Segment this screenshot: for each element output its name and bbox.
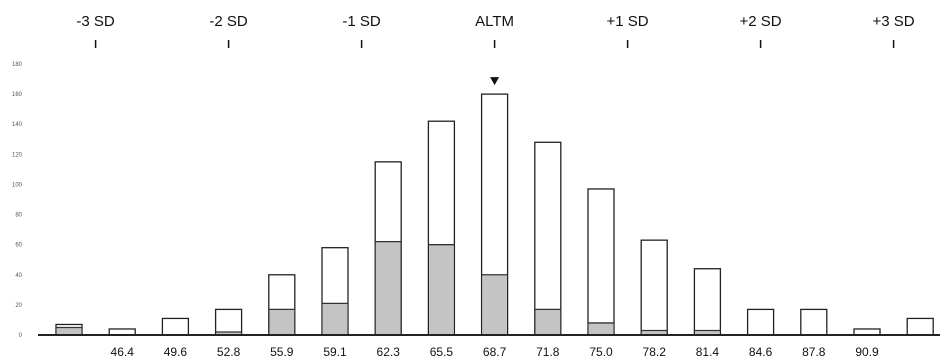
x-tick-label: 65.5 — [430, 345, 454, 359]
sd-label: +2 SD — [740, 13, 782, 30]
y-tick-label: 60 — [15, 243, 22, 249]
x-axis-labels: 46.4 49.6 52.8 55.9 59.1 62.3 65.5 68.7 71.8 75.0… — [111, 345, 879, 359]
bar-total — [640, 239, 668, 336]
y-tick-label: 0 — [19, 333, 23, 339]
sd-label: +3 SD — [873, 13, 915, 30]
x-tick-label: 62.3 — [377, 345, 401, 359]
mean-marker-triangle — [490, 77, 500, 86]
y-tick-label: 180 — [12, 62, 23, 68]
bar-total — [800, 308, 828, 336]
y-tick-label: 160 — [12, 92, 23, 98]
y-tick-label: 20 — [15, 303, 22, 309]
bar-total — [693, 268, 722, 336]
x-tick-label: 90.9 — [855, 345, 879, 359]
bar-total — [746, 308, 775, 336]
bar-total — [161, 317, 190, 336]
bar-total — [214, 308, 243, 336]
y-tick-label: 140 — [12, 122, 23, 128]
x-tick-label: 68.7 — [483, 345, 507, 359]
bars — [55, 93, 934, 336]
y-axis-ticks: 0 20 40 60 80 100 120 140 160 180 — [12, 62, 23, 339]
bar-total — [587, 188, 615, 336]
sd-markers: -3 SD -2 SD -1 SD ALTM +1 SD +2 SD +3 SD — [76, 13, 915, 48]
bar-shaded — [322, 303, 348, 335]
y-tick-label: 80 — [15, 213, 22, 219]
x-tick-label: 81.4 — [696, 345, 720, 359]
x-tick-label: 87.8 — [802, 345, 826, 359]
bar-shaded — [588, 322, 614, 335]
bar-shaded — [695, 330, 720, 335]
x-tick-label: 78.2 — [643, 345, 667, 359]
bar-shaded — [269, 309, 295, 335]
x-tick-label: 52.8 — [217, 345, 241, 359]
bar-total — [906, 317, 934, 336]
bar-shaded — [56, 327, 82, 335]
sd-label: -2 SD — [209, 13, 248, 30]
bar-shaded — [482, 274, 507, 335]
y-tick-label: 40 — [15, 273, 22, 279]
bar-shaded — [429, 244, 454, 335]
y-tick-label: 120 — [12, 152, 23, 158]
sd-label: ALTM — [475, 13, 514, 30]
bar-shaded — [375, 241, 401, 335]
bar-shaded — [216, 331, 241, 335]
x-tick-label: 59.1 — [323, 345, 347, 359]
bar-shaded — [535, 309, 561, 335]
x-tick-label: 84.6 — [749, 345, 773, 359]
bar-total — [534, 141, 562, 336]
sd-label: -1 SD — [342, 13, 381, 30]
x-tick-label: 75.0 — [589, 345, 613, 359]
x-tick-label: 46.4 — [111, 345, 135, 359]
y-tick-label: 100 — [12, 182, 23, 188]
sd-label: +1 SD — [607, 13, 649, 30]
x-tick-label: 49.6 — [164, 345, 188, 359]
x-tick-label: 55.9 — [270, 345, 294, 359]
x-tick-label: 71.8 — [536, 345, 560, 359]
sd-label: -3 SD — [76, 13, 115, 30]
bar-shaded — [641, 330, 667, 335]
